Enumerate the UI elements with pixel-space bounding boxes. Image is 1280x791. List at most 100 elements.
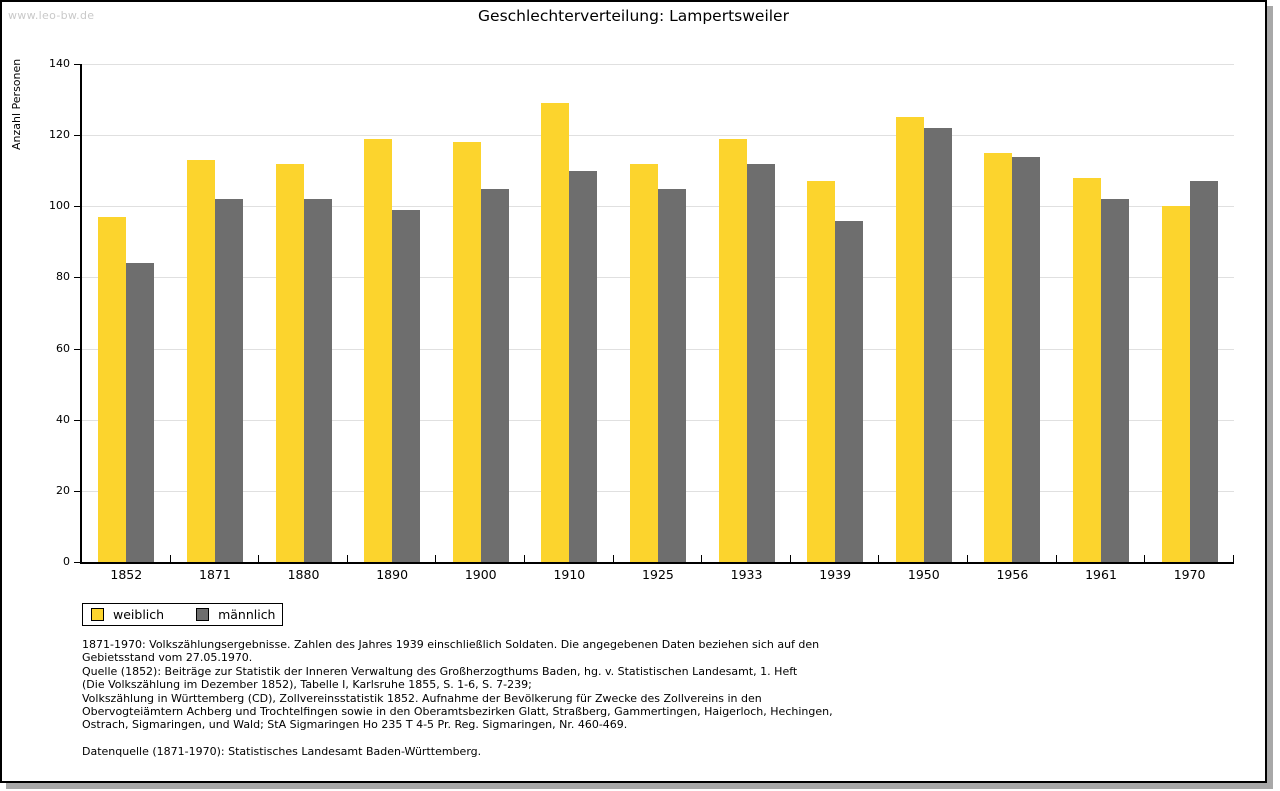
bar-männlich-1950	[923, 128, 952, 562]
plot-area: 1852 1871 1880 1890 1900 1910 1925 1933 1939 1950…	[80, 64, 1234, 582]
bar-männlich-1939	[835, 220, 864, 562]
bar-männlich-1871	[214, 199, 243, 562]
y-tick-mark-100	[74, 206, 80, 208]
page-title: Geschlechterverteilung: Lampertsweiler	[478, 7, 789, 25]
bar-weiblich-1880	[275, 163, 304, 562]
legend-swatch-männlich	[196, 608, 210, 621]
y-tick-label-140: 140	[49, 57, 70, 70]
footnote-block: 1871-1970: Volkszählungsergebnisse. Zahl…	[82, 638, 982, 758]
y-tick-label-20: 20	[56, 483, 70, 497]
bar-group-1925: 1925	[614, 64, 703, 582]
bar-weiblich-1871	[186, 160, 215, 562]
x-axis-tick	[169, 555, 171, 562]
y-tick-mark-80	[74, 277, 80, 279]
bar-männlich-1970	[1189, 181, 1218, 562]
bar-group-1961: 1961	[1057, 64, 1146, 582]
legend-swatch-weiblich	[91, 608, 104, 621]
datasource-line: Datenquelle (1871-1970): Statistisches L…	[82, 744, 482, 758]
y-tick-label-60: 60	[56, 341, 70, 355]
x-axis-tick	[1144, 555, 1146, 562]
y-tick-mark-20	[74, 490, 80, 492]
legend-box: weiblich männlich	[82, 603, 283, 626]
bar-group-1970: 1970	[1145, 64, 1234, 582]
x-axis-tick	[878, 555, 880, 562]
bar-männlich-1933	[746, 163, 775, 562]
y-tick-label-0: 0	[63, 555, 70, 568]
bar-männlich-1910	[569, 170, 598, 562]
legend-label: weiblich	[113, 607, 165, 622]
x-tick-label-1970: 1970	[1173, 567, 1206, 582]
x-axis-tick	[701, 555, 703, 562]
x-tick-label-1910: 1910	[553, 567, 586, 582]
bar-männlich-1925	[657, 188, 686, 562]
bar-männlich-1900	[480, 188, 509, 562]
x-axis-tick	[524, 555, 526, 562]
footnote-lines: 1871-1970: Volkszählungsergebnisse. Zahl…	[82, 638, 982, 732]
bar-group-1900: 1900	[436, 64, 526, 582]
bar-weiblich-1970	[1161, 206, 1190, 562]
y-tick-label-40: 40	[56, 412, 70, 426]
bar-group-1956: 1956	[968, 64, 1057, 582]
y-tick-mark-120	[74, 135, 80, 137]
bar-weiblich-1910	[541, 103, 570, 562]
x-axis-tick	[967, 555, 969, 562]
footnote-line: 1871-1970: Volkszählungsergebnisse. Zahl…	[82, 638, 820, 651]
x-tick-label-1939: 1939	[819, 567, 852, 582]
x-tick-label-1880: 1880	[287, 567, 320, 582]
footnote-line: (Die Volkszählung im Dezember 1852), Tab…	[82, 678, 532, 692]
x-tick-label-1871: 1871	[199, 567, 231, 582]
bar-group-1910: 1910	[525, 64, 614, 582]
x-tick-label-1890: 1890	[376, 567, 409, 582]
x-tick-label-1961: 1961	[1085, 567, 1117, 582]
x-axis-tick	[612, 555, 614, 562]
x-axis-tick	[789, 555, 791, 562]
x-axis-tick	[1232, 555, 1234, 562]
bar-weiblich-1890	[364, 138, 393, 562]
gridline-140	[82, 64, 1234, 65]
legend-item-männlich: männlich	[196, 607, 275, 622]
y-tick-mark-0	[74, 562, 80, 563]
bar-group-1880: 1880	[259, 64, 348, 582]
footnote-line: Quelle (1852): Beiträge zur Statistik de…	[82, 664, 798, 678]
gridline-120	[82, 135, 1234, 137]
footnote-line: Ostrach, Sigmaringen, und Wald; StA Sigm…	[82, 718, 628, 732]
x-axis-tick	[1055, 555, 1057, 562]
x-tick-label-1933: 1933	[730, 567, 763, 582]
bar-männlich-1852	[126, 263, 155, 562]
bar-weiblich-1933	[718, 138, 747, 562]
x-axis-tick	[435, 555, 437, 562]
footnote-line: Obervogteiämtern Achberg und Trochtelfin…	[82, 705, 833, 719]
x-axis-tick	[258, 555, 260, 562]
x-tick-label-1950: 1950	[907, 567, 940, 582]
chart-area: 1852 1871 1880 1890 1900 1910 1925 1933 1939 1950…	[2, 2, 1265, 781]
x-axis-tick	[346, 555, 348, 562]
y-tick-mark-60	[74, 348, 80, 350]
bar-group-1890: 1890	[348, 64, 437, 582]
bar-weiblich-1900	[452, 142, 481, 562]
bar-weiblich-1925	[629, 163, 658, 562]
y-tick-mark-40	[74, 419, 80, 421]
x-tick-label-1900: 1900	[464, 567, 497, 582]
bar-männlich-1880	[303, 199, 332, 562]
y-tick-label-120: 120	[49, 128, 70, 142]
bar-weiblich-1961	[1073, 177, 1101, 562]
x-tick-label-1925: 1925	[642, 567, 674, 582]
y-tick-mark-140	[74, 64, 80, 65]
bar-weiblich-1852	[98, 216, 127, 562]
bar-group-1939: 1939	[791, 64, 880, 582]
x-tick-label-1956: 1956	[996, 567, 1029, 582]
y-tick-label-80: 80	[56, 270, 70, 284]
bar-group-1933: 1933	[702, 64, 791, 582]
bar-group-1950: 1950	[879, 64, 969, 582]
footnote-line: Gebietsstand vom 27.05.1970.	[82, 651, 253, 665]
y-tick-label-100: 100	[49, 199, 70, 213]
x-tick-label-1852: 1852	[110, 567, 143, 582]
watermark-text: www.leo-bw.de	[8, 9, 95, 22]
bar-group-1871: 1871	[171, 64, 260, 582]
chart-page-card: www.leo-bw.de Geschlechterverteilung: La…	[0, 0, 1267, 783]
bar-weiblich-1939	[807, 181, 836, 562]
legend-item-weiblich: weiblich	[91, 607, 164, 622]
legend-label: männlich	[218, 607, 276, 622]
bar-männlich-1956	[1012, 156, 1041, 562]
bar-weiblich-1950	[895, 117, 924, 562]
